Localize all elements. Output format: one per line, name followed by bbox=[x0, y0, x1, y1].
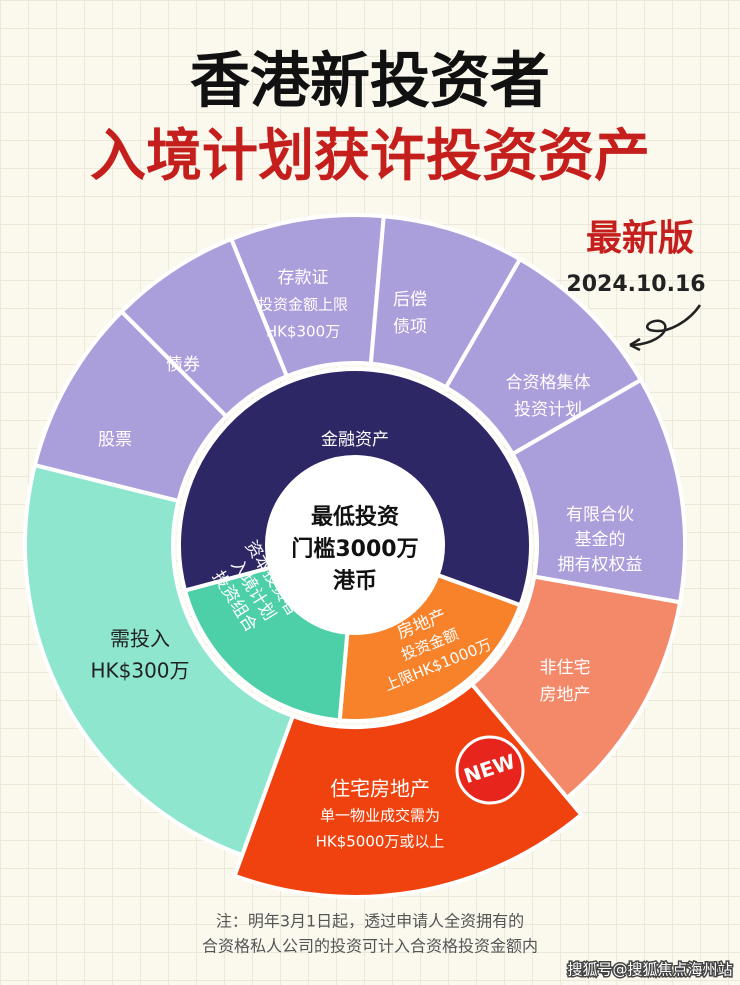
segment-label: 需投入 bbox=[110, 627, 170, 651]
segment-label: 金融资产 bbox=[321, 430, 389, 450]
segment-label: 有限合伙 bbox=[566, 505, 634, 525]
center-circle bbox=[269, 459, 441, 631]
segment-label: 单一物业成交需为 bbox=[320, 807, 440, 825]
segment-label: HK$300万 bbox=[90, 659, 189, 683]
segment-label: 拥有权权益 bbox=[558, 555, 643, 575]
segment-label: HK$300万 bbox=[266, 323, 340, 341]
badge bbox=[455, 735, 525, 805]
title-line1: 香港新投资者 bbox=[190, 47, 550, 117]
segment-label: 存款证 bbox=[278, 268, 329, 288]
segment-label: 房地产 bbox=[540, 685, 591, 705]
segment-label: 投资金额上限 bbox=[258, 296, 348, 314]
segment-label: 非住宅 bbox=[540, 658, 591, 678]
outer-segment bbox=[23, 462, 296, 858]
segment-label: 后偿 bbox=[393, 290, 427, 310]
arrow-decor bbox=[629, 304, 702, 347]
segment-label: 合资格集体 bbox=[506, 373, 591, 393]
inner-segment bbox=[337, 572, 523, 723]
segment-label: 住宅房地产 bbox=[330, 777, 430, 801]
edition: 最新版 bbox=[586, 218, 694, 259]
ring bbox=[23, 213, 687, 899]
date: 2024.10.16 bbox=[566, 272, 705, 297]
note-line: 合资格私人公司的投资可计入合资格投资金额内 bbox=[202, 937, 538, 956]
note-line: 注：明年3月1日起，透过申请人全资拥有的 bbox=[216, 912, 524, 931]
watermark: 搜狐号@搜狐焦点海州站 bbox=[567, 961, 732, 979]
segment-label: 债项 bbox=[393, 317, 427, 337]
segment-label: 投资计划 bbox=[514, 400, 582, 420]
segment-label: 股票 bbox=[98, 430, 132, 450]
segment-label: 债券 bbox=[166, 355, 200, 375]
inner-segment bbox=[182, 565, 350, 723]
segment-label: 基金的 bbox=[575, 530, 626, 550]
inner-segment bbox=[177, 367, 533, 608]
segment-label: HK$5000万或以上 bbox=[316, 833, 445, 851]
arrow-head bbox=[629, 337, 641, 352]
center-text: 门槛3000万 bbox=[291, 536, 418, 562]
center-text: 最低投资 bbox=[311, 505, 399, 530]
title-line2: 入境计划获许投资资产 bbox=[90, 124, 650, 189]
center-text: 港币 bbox=[333, 569, 377, 594]
